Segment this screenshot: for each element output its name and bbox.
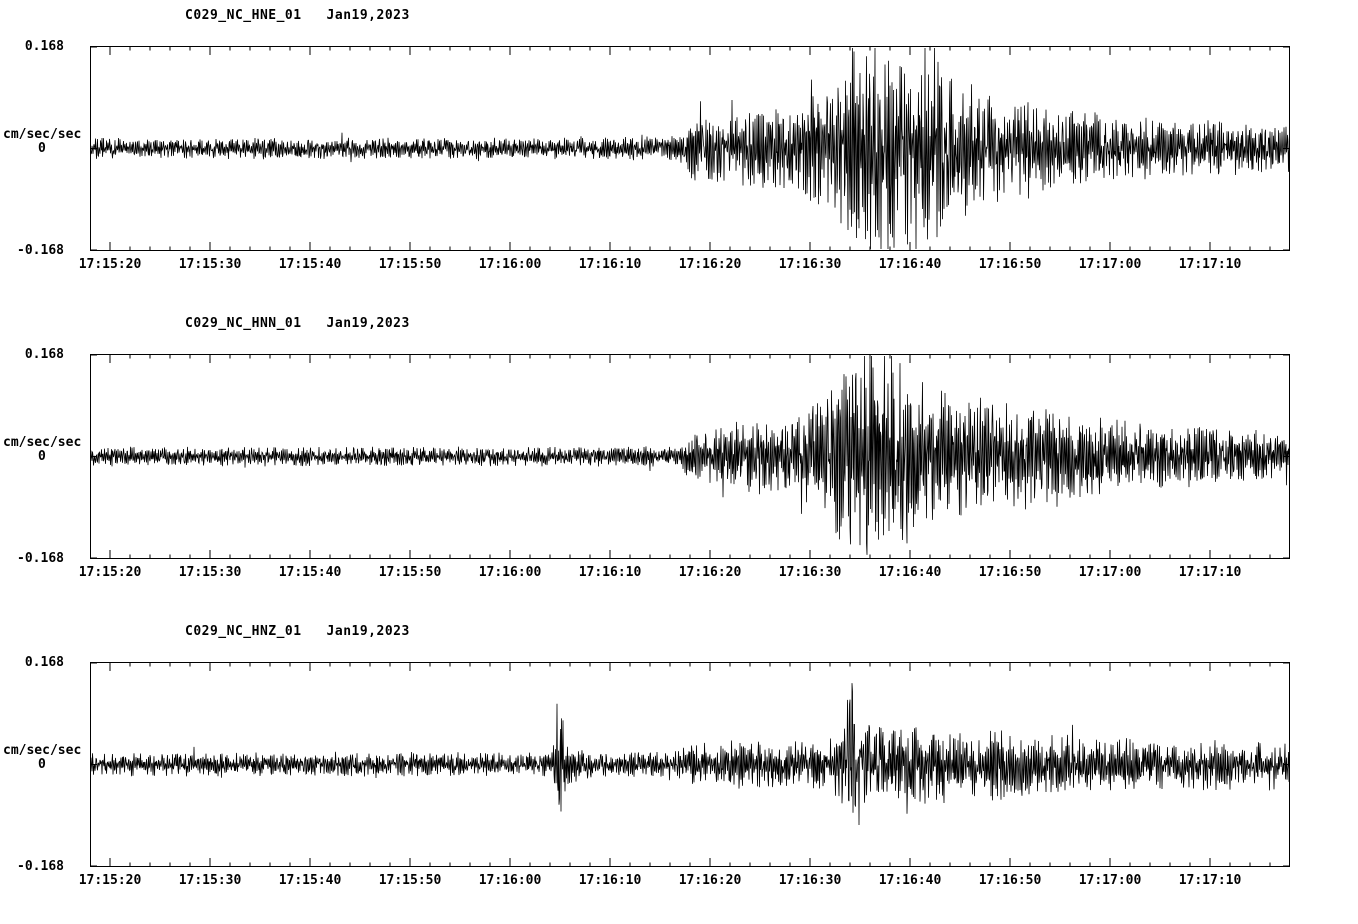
trace-title: C029_NC_HNE_01 Jan19,2023: [185, 8, 410, 23]
x-tick-label: 17:15:30: [178, 565, 242, 580]
x-axis-labels: 17:15:20 17:15:30 17:15:40 17:15:50 17:16:00…: [0, 565, 1358, 585]
x-tick-label: 17:16:40: [878, 257, 942, 272]
waveform-plot: [90, 662, 1290, 867]
x-tick-label: 17:16:20: [678, 257, 742, 272]
trace-title: C029_NC_HNN_01 Jan19,2023: [185, 316, 410, 331]
x-tick-label: 17:16:30: [778, 257, 842, 272]
y-axis-min-label: -0.168: [17, 551, 64, 566]
y-axis-min-label: -0.168: [17, 859, 64, 874]
x-axis-labels: 17:15:20 17:15:30 17:15:40 17:15:50 17:16:00…: [0, 257, 1358, 277]
waveform-plot: [90, 46, 1290, 251]
x-tick-label: 17:15:30: [178, 873, 242, 888]
x-tick-label: 17:15:20: [78, 873, 142, 888]
x-tick-label: 17:16:40: [878, 565, 942, 580]
seismogram-panel-hnz: C029_NC_HNZ_01 Jan19,2023 0.168 cm/sec/s…: [0, 616, 1358, 924]
x-tick-label: 17:16:00: [478, 873, 542, 888]
y-axis-min-label: -0.168: [17, 243, 64, 258]
y-axis-max-label: 0.168: [24, 655, 64, 670]
x-tick-label: 17:16:30: [778, 873, 842, 888]
x-tick-label: 17:16:00: [478, 565, 542, 580]
x-tick-label: 17:17:00: [1078, 257, 1142, 272]
x-tick-label: 17:17:00: [1078, 565, 1142, 580]
trace-title: C029_NC_HNZ_01 Jan19,2023: [185, 624, 410, 639]
x-tick-label: 17:16:50: [978, 873, 1042, 888]
x-tick-label: 17:15:40: [278, 873, 342, 888]
seismogram-panel-hne: C029_NC_HNE_01 Jan19,2023 0.168 cm/sec/s…: [0, 0, 1358, 308]
x-tick-label: 17:16:20: [678, 873, 742, 888]
x-tick-label: 17:15:50: [378, 565, 442, 580]
x-tick-label: 17:15:40: [278, 565, 342, 580]
x-tick-label: 17:15:30: [178, 257, 242, 272]
waveform-svg: [90, 662, 1290, 867]
y-axis-units-label: cm/sec/sec: [3, 743, 82, 758]
x-tick-label: 17:16:50: [978, 257, 1042, 272]
x-tick-label: 17:16:40: [878, 873, 942, 888]
y-axis-zero-label: 0: [38, 141, 46, 156]
x-tick-label: 17:16:50: [978, 565, 1042, 580]
x-tick-label: 17:17:10: [1178, 257, 1242, 272]
y-axis-max-label: 0.168: [24, 347, 64, 362]
y-axis-units-label: cm/sec/sec: [3, 127, 82, 142]
x-tick-label: 17:16:30: [778, 565, 842, 580]
x-tick-label: 17:15:40: [278, 257, 342, 272]
waveform-svg: [90, 354, 1290, 559]
x-tick-label: 17:16:00: [478, 257, 542, 272]
x-tick-label: 17:15:50: [378, 873, 442, 888]
waveform-plot: [90, 354, 1290, 559]
x-tick-label: 17:15:50: [378, 257, 442, 272]
x-tick-label: 17:17:00: [1078, 873, 1142, 888]
y-axis-max-label: 0.168: [24, 39, 64, 54]
x-axis-labels: 17:15:20 17:15:30 17:15:40 17:15:50 17:16:00…: [0, 873, 1358, 893]
x-tick-label: 17:16:10: [578, 873, 642, 888]
y-axis-zero-label: 0: [38, 449, 46, 464]
y-axis-zero-label: 0: [38, 757, 46, 772]
x-tick-label: 17:17:10: [1178, 873, 1242, 888]
waveform-svg: [90, 46, 1290, 251]
x-tick-label: 17:15:20: [78, 565, 142, 580]
x-tick-label: 17:15:20: [78, 257, 142, 272]
x-tick-label: 17:16:10: [578, 565, 642, 580]
seismogram-panel-hnn: C029_NC_HNN_01 Jan19,2023 0.168 cm/sec/s…: [0, 308, 1358, 616]
x-tick-label: 17:16:20: [678, 565, 742, 580]
y-axis-units-label: cm/sec/sec: [3, 435, 82, 450]
x-tick-label: 17:16:10: [578, 257, 642, 272]
x-tick-label: 17:17:10: [1178, 565, 1242, 580]
